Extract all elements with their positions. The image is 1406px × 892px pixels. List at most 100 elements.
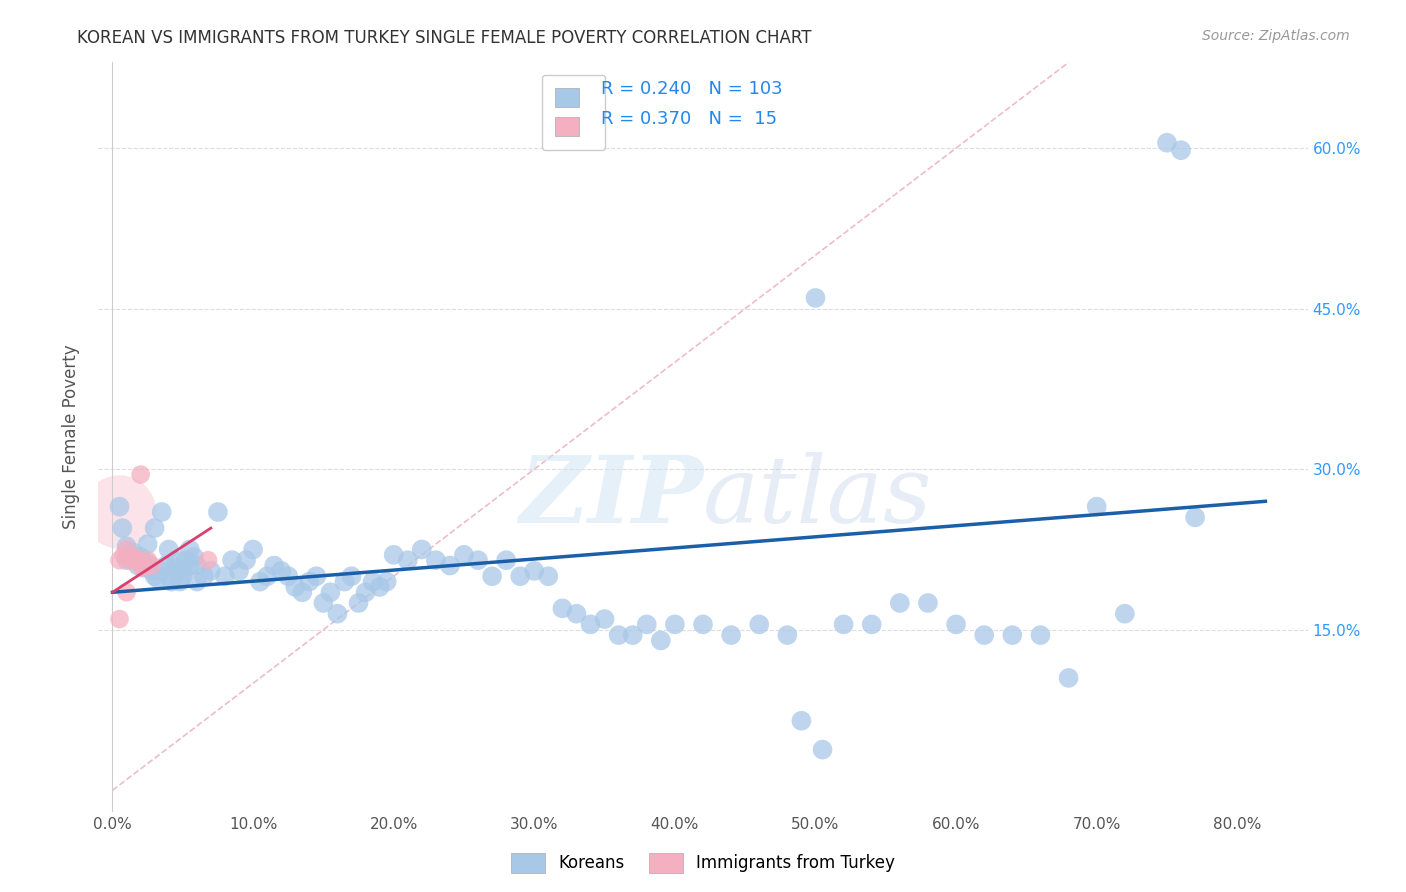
Y-axis label: Single Female Poverty: Single Female Poverty xyxy=(62,345,80,529)
Point xyxy=(361,574,384,589)
Point xyxy=(129,553,152,567)
Point xyxy=(242,542,264,557)
Text: ZIP: ZIP xyxy=(519,452,703,542)
Point xyxy=(650,633,672,648)
Point xyxy=(132,560,155,574)
Point xyxy=(108,500,131,514)
Text: R = 0.370   N =  15: R = 0.370 N = 15 xyxy=(602,111,778,128)
Point xyxy=(127,553,149,567)
Point xyxy=(523,564,546,578)
Point xyxy=(179,558,201,573)
Point xyxy=(889,596,911,610)
Point xyxy=(1170,143,1192,157)
Point xyxy=(621,628,644,642)
Point xyxy=(811,742,834,756)
Point xyxy=(186,574,208,589)
Point xyxy=(382,548,405,562)
Point xyxy=(291,585,314,599)
Point xyxy=(115,585,138,599)
Text: atlas: atlas xyxy=(703,452,932,542)
Text: KOREAN VS IMMIGRANTS FROM TURKEY SINGLE FEMALE POVERTY CORRELATION CHART: KOREAN VS IMMIGRANTS FROM TURKEY SINGLE … xyxy=(77,29,811,47)
Point xyxy=(1029,628,1052,642)
Point xyxy=(157,542,180,557)
Text: R = 0.240   N = 103: R = 0.240 N = 103 xyxy=(602,80,783,98)
Point xyxy=(127,558,149,573)
Point xyxy=(146,571,169,585)
Point xyxy=(375,574,398,589)
Point xyxy=(298,574,321,589)
Point xyxy=(664,617,686,632)
Point xyxy=(439,558,461,573)
Point xyxy=(326,607,349,621)
Point xyxy=(129,558,152,573)
Point xyxy=(136,553,159,567)
Point xyxy=(270,564,292,578)
Point xyxy=(118,553,141,567)
Point xyxy=(720,628,742,642)
Point xyxy=(467,553,489,567)
Point xyxy=(354,585,377,599)
Point xyxy=(108,612,131,626)
Point xyxy=(150,564,173,578)
Point xyxy=(186,558,208,573)
Point xyxy=(565,607,588,621)
Point xyxy=(150,505,173,519)
Point xyxy=(172,564,194,578)
Point xyxy=(305,569,328,583)
Point xyxy=(537,569,560,583)
Point xyxy=(804,291,827,305)
Point xyxy=(143,521,166,535)
Point xyxy=(319,585,342,599)
Point xyxy=(115,542,138,557)
Point xyxy=(141,564,163,578)
Point xyxy=(228,564,250,578)
Point xyxy=(579,617,602,632)
Legend: , : , xyxy=(543,75,606,150)
Legend: Koreans, Immigrants from Turkey: Koreans, Immigrants from Turkey xyxy=(505,847,901,880)
Point xyxy=(200,564,222,578)
Point xyxy=(636,617,658,632)
Point xyxy=(284,580,307,594)
Point xyxy=(122,553,145,567)
Point xyxy=(141,558,163,573)
Point xyxy=(396,553,419,567)
Point xyxy=(174,553,197,567)
Point xyxy=(917,596,939,610)
Point xyxy=(122,546,145,560)
Text: Source: ZipAtlas.com: Source: ZipAtlas.com xyxy=(1202,29,1350,44)
Point xyxy=(207,505,229,519)
Point xyxy=(340,569,363,583)
Point xyxy=(790,714,813,728)
Point xyxy=(235,553,257,567)
Point xyxy=(197,553,219,567)
Point xyxy=(132,560,155,574)
Point xyxy=(136,537,159,551)
Point xyxy=(112,548,135,562)
Point xyxy=(122,549,145,564)
Point xyxy=(425,553,447,567)
Point xyxy=(118,546,141,560)
Point xyxy=(1156,136,1178,150)
Point xyxy=(108,505,131,519)
Point xyxy=(256,569,278,583)
Point xyxy=(111,521,134,535)
Point xyxy=(122,549,145,564)
Point xyxy=(495,553,517,567)
Point xyxy=(221,553,243,567)
Point xyxy=(312,596,335,610)
Point xyxy=(115,539,138,553)
Point xyxy=(607,628,630,642)
Point xyxy=(860,617,883,632)
Point xyxy=(263,558,285,573)
Point xyxy=(411,542,433,557)
Point xyxy=(169,574,191,589)
Point xyxy=(333,574,356,589)
Point xyxy=(347,596,370,610)
Point xyxy=(945,617,967,632)
Point xyxy=(129,549,152,564)
Point xyxy=(108,553,131,567)
Point xyxy=(179,542,201,557)
Point xyxy=(973,628,995,642)
Point xyxy=(1085,500,1108,514)
Point xyxy=(143,569,166,583)
